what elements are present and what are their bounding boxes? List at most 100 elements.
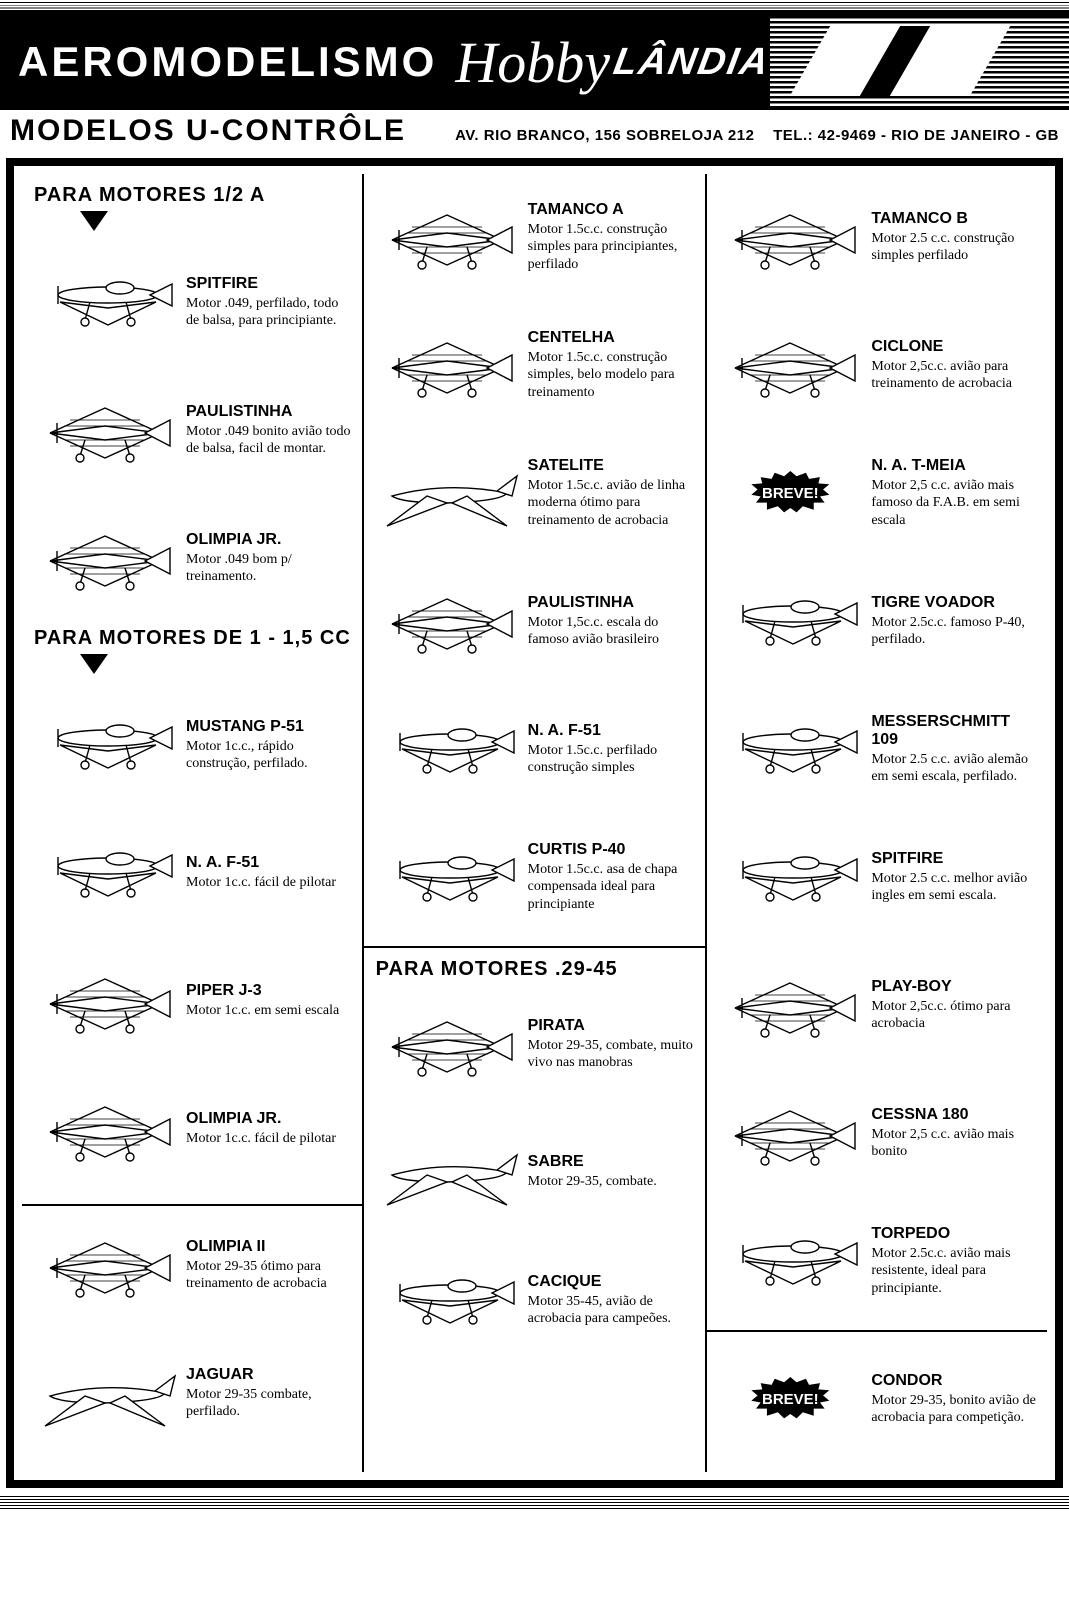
airplane-illustration-icon xyxy=(30,1341,180,1446)
model-desc: Motor 1.5c.c. asa de chapa compensada id… xyxy=(528,861,698,914)
model-entry: CESSNA 180 Motor 2,5 c.c. avião mais bon… xyxy=(715,1074,1039,1192)
model-name: N. A. F-51 xyxy=(186,854,354,872)
model-entry: PAULISTINHA Motor .049 bonito avião todo… xyxy=(30,371,354,489)
model-entry: N. A. F-51 Motor 1.5c.c. perfilado const… xyxy=(372,690,698,808)
model-name: MUSTANG P-51 xyxy=(186,718,354,736)
model-desc: Motor 29-35 ótimo para treinamento de ac… xyxy=(186,1258,354,1293)
model-entry: SABRE Motor 29-35, combate. xyxy=(372,1113,698,1231)
model-name: PLAY-BOY xyxy=(871,978,1039,996)
model-desc: Motor 2.5c.c. avião mais resistente, ide… xyxy=(871,1245,1039,1298)
model-name: TAMANCO A xyxy=(528,201,698,219)
airplane-illustration-icon xyxy=(30,1213,180,1318)
model-entry: CENTELHA Motor 1.5c.c. construção simple… xyxy=(372,306,698,424)
model-desc: Motor 2.5c.c. famoso P-40, perfilado. xyxy=(871,614,1039,649)
model-name: CACIQUE xyxy=(528,1273,698,1291)
decorative-bottom-lines xyxy=(0,1494,1069,1510)
model-entry: TAMANCO A Motor 1.5c.c. construção simpl… xyxy=(372,178,698,296)
model-entry: CACIQUE Motor 35-45, avião de acrobacia … xyxy=(372,1241,698,1359)
model-entry: OLIMPIA II Motor 29-35 ótimo para treina… xyxy=(30,1206,354,1324)
airplane-illustration-icon xyxy=(30,378,180,483)
model-desc: Motor 2,5c.c. avião para treinamento de … xyxy=(871,358,1039,393)
airplane-illustration-icon xyxy=(30,693,180,798)
divider xyxy=(707,1330,1047,1332)
breve-badge-container: BREVE! xyxy=(715,441,865,546)
airplane-illustration-icon xyxy=(715,1081,865,1186)
airplane-illustration-icon xyxy=(715,1209,865,1314)
airplane-illustration-icon xyxy=(30,506,180,611)
airplane-illustration-icon xyxy=(372,825,522,930)
airplane-illustration-icon xyxy=(715,953,865,1058)
subtitle: MODELOS U-CONTRÔLE xyxy=(10,114,406,148)
airplane-illustration-icon xyxy=(715,313,865,418)
model-desc: Motor 2.5 c.c. melhor avião ingles em se… xyxy=(871,870,1039,905)
model-name: OLIMPIA II xyxy=(186,1238,354,1256)
model-desc: Motor 1.5c.c. construção simples para pr… xyxy=(528,221,698,274)
model-desc: Motor 2.5 c.c. avião alemão em semi esca… xyxy=(871,751,1039,786)
model-desc: Motor 2,5 c.c. avião mais bonito xyxy=(871,1126,1039,1161)
catalog-frame: PARA MOTORES 1/2 A SPITFIRE Motor .049, … xyxy=(6,158,1063,1488)
model-desc: Motor 1c.c. em semi escala xyxy=(186,1002,354,1020)
airplane-illustration-icon xyxy=(30,821,180,926)
model-desc: Motor .049 bom p/ treinamento. xyxy=(186,551,354,586)
model-desc: Motor .049, perfilado, todo de balsa, pa… xyxy=(186,295,354,330)
model-desc: Motor 29-35, bonito avião de acrobacia p… xyxy=(871,1392,1039,1427)
model-entry: SPITFIRE Motor 2.5 c.c. melhor avião ing… xyxy=(715,818,1039,936)
model-desc: Motor 1c.c. fácil de pilotar xyxy=(186,874,354,892)
divider xyxy=(364,946,706,948)
header-bar: AEROMODELISMO Hobby LÂNDIA xyxy=(0,10,1069,110)
airplane-illustration-icon xyxy=(30,949,180,1054)
model-name: CESSNA 180 xyxy=(871,1106,1039,1124)
model-name: JAGUAR xyxy=(186,1366,354,1384)
model-entry: BREVE! CONDOR Motor 29-35, bonito avião … xyxy=(715,1340,1039,1458)
header-title-box: AEROMODELISMO xyxy=(0,16,455,108)
model-desc: Motor 1.5c.c. avião de linha moderna óti… xyxy=(528,477,698,530)
section-title-1-15cc: PARA MOTORES DE 1 - 1,5 CC xyxy=(34,627,354,650)
model-entry: N. A. F-51 Motor 1c.c. fácil de pilotar xyxy=(30,814,354,932)
airplane-illustration-icon xyxy=(372,569,522,674)
model-name: CONDOR xyxy=(871,1372,1039,1390)
model-desc: Motor 29-35 combate, perfilado. xyxy=(186,1386,354,1421)
model-name: PIRATA xyxy=(528,1017,698,1035)
triangle-down-icon xyxy=(80,211,108,231)
section-title-half-a: PARA MOTORES 1/2 A xyxy=(34,184,354,207)
model-name: N. A. T-MEIA xyxy=(871,457,1039,475)
model-name: MESSERSCHMITT 109 xyxy=(871,713,1039,749)
model-entry: SATELITE Motor 1.5c.c. avião de linha mo… xyxy=(372,434,698,552)
triangle-down-icon xyxy=(80,654,108,674)
model-entry: BREVE! N. A. T-MEIA Motor 2,5 c.c. avião… xyxy=(715,434,1039,552)
model-entry: OLIMPIA JR. Motor 1c.c. fácil de pilotar xyxy=(30,1070,354,1188)
model-desc: Motor 1.5c.c. perfilado construção simpl… xyxy=(528,742,698,777)
model-name: TORPEDO xyxy=(871,1225,1039,1243)
model-entry: PLAY-BOY Motor 2,5c.c. ótimo para acroba… xyxy=(715,946,1039,1064)
breve-badge-container: BREVE! xyxy=(715,1347,865,1452)
header-logo-stripes xyxy=(770,16,1069,108)
model-desc: Motor 29-35, combate, muito vivo nas man… xyxy=(528,1037,698,1072)
model-entry: JAGUAR Motor 29-35 combate, perfilado. xyxy=(30,1334,354,1452)
section-title-29-45: PARA MOTORES .29-45 xyxy=(376,958,698,981)
model-name: CENTELHA xyxy=(528,329,698,347)
brand-script: Hobby xyxy=(455,29,610,96)
breve-badge-icon: BREVE! xyxy=(751,1377,829,1421)
airplane-illustration-icon xyxy=(715,569,865,674)
model-name: SATELITE xyxy=(528,457,698,475)
model-name: PIPER J-3 xyxy=(186,982,354,1000)
hl-logo-icon xyxy=(789,26,1009,96)
address-line: AV. RIO BRANCO, 156 SOBRELOJA 212 TEL.: … xyxy=(455,127,1059,144)
airplane-illustration-icon xyxy=(30,1077,180,1182)
model-desc: Motor 29-35, combate. xyxy=(528,1173,698,1191)
model-name: SABRE xyxy=(528,1153,698,1171)
subheader: MODELOS U-CONTRÔLE AV. RIO BRANCO, 156 S… xyxy=(0,110,1069,158)
airplane-illustration-icon xyxy=(372,185,522,290)
model-desc: Motor 1c.c. fácil de pilotar xyxy=(186,1130,354,1148)
model-entry: CURTIS P-40 Motor 1.5c.c. asa de chapa c… xyxy=(372,818,698,936)
model-name: CICLONE xyxy=(871,338,1039,356)
model-entry: PIPER J-3 Motor 1c.c. em semi escala xyxy=(30,942,354,1060)
model-name: PAULISTINHA xyxy=(528,594,698,612)
model-name: PAULISTINHA xyxy=(186,403,354,421)
airplane-illustration-icon xyxy=(715,697,865,802)
model-entry: PIRATA Motor 29-35, combate, muito vivo … xyxy=(372,985,698,1103)
model-entry: MESSERSCHMITT 109 Motor 2.5 c.c. avião a… xyxy=(715,690,1039,808)
model-name: TIGRE VOADOR xyxy=(871,594,1039,612)
column-3: TAMANCO B Motor 2.5 c.c. construção simp… xyxy=(705,174,1047,1472)
telephone: TEL.: 42-9469 - RIO DE JANEIRO - GB xyxy=(773,127,1059,144)
